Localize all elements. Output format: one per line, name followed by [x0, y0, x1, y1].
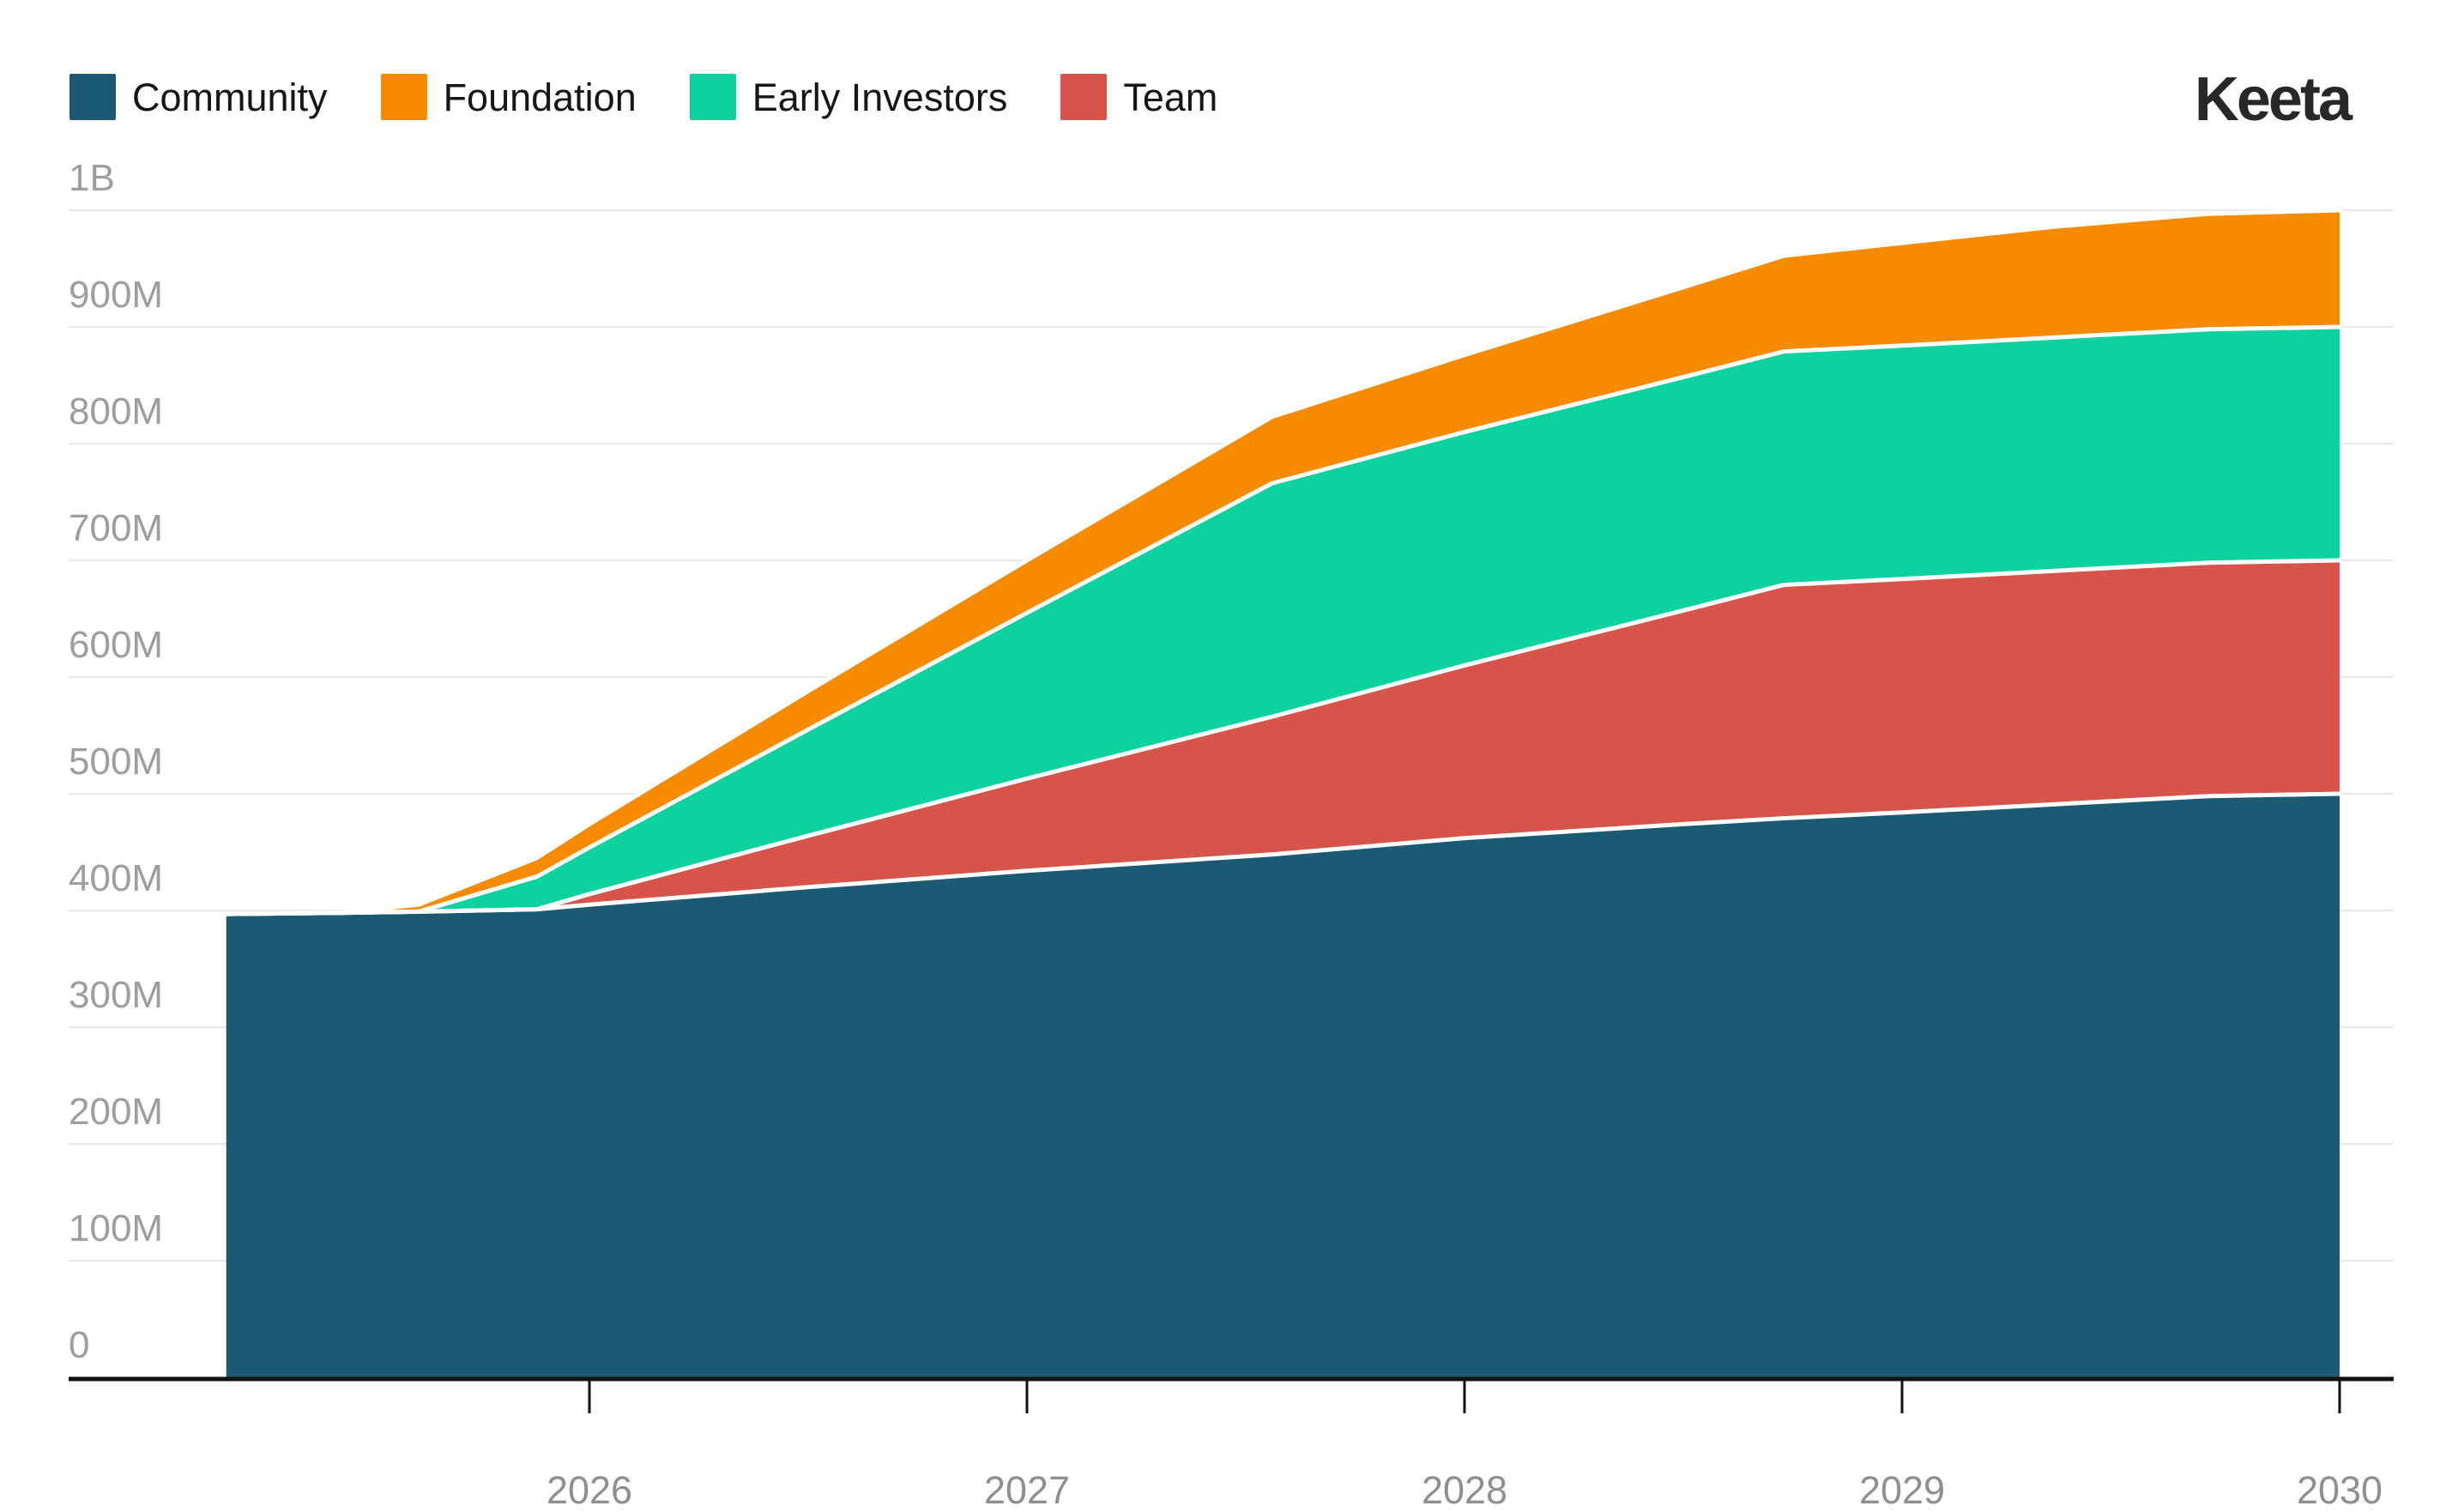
- y-axis-label-400M: 400M: [69, 857, 164, 899]
- y-axis-label-300M: 300M: [69, 974, 164, 1016]
- legend-swatch: [69, 74, 116, 120]
- legend-item-early-investors[interactable]: Early Investors: [689, 74, 1008, 120]
- series-separator-line: [224, 558, 2342, 916]
- area-series-community: [226, 794, 2340, 1377]
- x-axis-label-2026: 2026: [546, 1468, 633, 1512]
- y-axis-label-200M: 200M: [69, 1091, 164, 1133]
- legend-label: Early Investors: [752, 75, 1008, 119]
- x-axis-label-2027: 2027: [983, 1468, 1071, 1512]
- legend-label: Community: [132, 75, 328, 119]
- x-axis-label-2029: 2029: [1858, 1468, 1946, 1512]
- legend-label: Team: [1123, 75, 1218, 119]
- legend-swatch: [689, 74, 736, 120]
- y-axis-label-100M: 100M: [69, 1207, 164, 1249]
- y-axis-label-800M: 800M: [69, 390, 164, 432]
- legend-swatch: [1060, 74, 1108, 120]
- area-series-foundation: [226, 210, 2340, 915]
- y-axis-label-900M: 900M: [69, 274, 164, 316]
- legend-label: Foundation: [443, 75, 637, 119]
- series-separator-line: [224, 208, 2342, 916]
- y-axis-label-0: 0: [69, 1324, 90, 1366]
- y-axis-label-700M: 700M: [69, 507, 164, 549]
- y-axis-label-1B: 1B: [69, 157, 115, 199]
- y-axis-label-600M: 600M: [69, 624, 164, 666]
- legend-item-foundation[interactable]: Foundation: [380, 74, 637, 120]
- legend-item-team[interactable]: Team: [1060, 74, 1217, 120]
- x-axis-label-2030: 2030: [2296, 1468, 2383, 1512]
- legend-item-community[interactable]: Community: [69, 74, 328, 120]
- y-axis-label-500M: 500M: [69, 741, 164, 783]
- series-separator-line: [224, 324, 2342, 916]
- chart-legend: Community Foundation Early Investors Team: [69, 74, 1217, 120]
- area-series-team: [226, 560, 2340, 915]
- keeta-logo: Keeta: [2194, 65, 2352, 134]
- legend-swatch: [380, 74, 427, 120]
- area-series-early-investors: [226, 327, 2340, 915]
- x-axis-label-2028: 2028: [1421, 1468, 1508, 1512]
